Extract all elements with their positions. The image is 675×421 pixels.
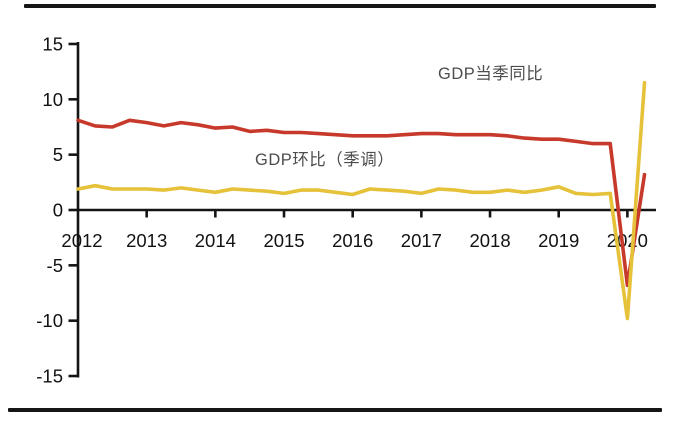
x-year-label: 2020 — [607, 230, 648, 251]
y-tick-label: -15 — [36, 366, 63, 387]
series-label-gdp-qoq-sa: GDP环比（季调） — [255, 151, 395, 169]
top-rule — [24, 4, 656, 8]
x-year-label: 2015 — [263, 230, 304, 251]
y-tick-label: 5 — [53, 144, 63, 165]
x-year-label: 2012 — [61, 230, 102, 251]
series-label-gdp-yoy: GDP当季同比 — [438, 65, 544, 83]
series-line-gdp-yoy — [76, 118, 647, 288]
bottom-rule — [8, 408, 662, 412]
y-tick-label: -10 — [36, 310, 63, 331]
x-year-label: 2016 — [332, 230, 373, 251]
y-tick-label: 15 — [42, 33, 63, 54]
y-tick-label: 0 — [53, 200, 63, 221]
y-tick-label: -5 — [47, 255, 63, 276]
x-year-label: 2019 — [538, 230, 579, 251]
series-line-gdp-qoq-sa — [76, 80, 647, 321]
x-year-label: 2013 — [126, 230, 167, 251]
x-year-label: 2014 — [195, 230, 236, 251]
x-year-label: 2017 — [401, 230, 442, 251]
x-year-label: 2018 — [469, 230, 510, 251]
y-tick-label: 10 — [42, 89, 63, 110]
